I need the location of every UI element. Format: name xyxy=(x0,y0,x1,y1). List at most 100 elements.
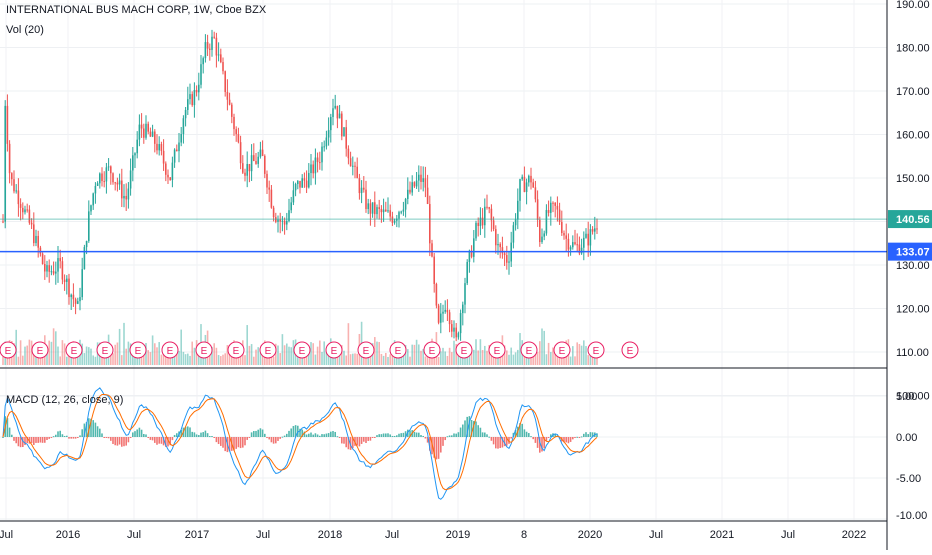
earnings-marker-label: E xyxy=(135,346,142,357)
earnings-marker-label: E xyxy=(299,346,306,357)
macd-histogram-bar xyxy=(572,437,574,440)
candle-body xyxy=(481,217,484,226)
candle-body xyxy=(576,244,578,246)
macd-histogram-bar xyxy=(545,437,548,441)
candle-body xyxy=(140,124,143,129)
earnings-marker-icon xyxy=(357,341,375,359)
macd-histogram-bar xyxy=(501,437,504,448)
volume-bar xyxy=(459,353,462,365)
candle-body xyxy=(558,209,561,223)
macd-histogram-bar xyxy=(277,437,279,441)
candle-body xyxy=(39,247,42,254)
volume-bar xyxy=(506,350,508,365)
candle-body xyxy=(154,131,156,144)
macd-histogram-bar xyxy=(149,437,152,440)
candle-body xyxy=(455,327,457,338)
candle-body xyxy=(270,189,273,208)
volume-bar xyxy=(475,339,477,365)
volume-bar xyxy=(578,343,581,365)
macd-histogram-bar xyxy=(446,436,449,438)
macd-histogram-bar xyxy=(523,429,526,437)
macd-histogram-bar xyxy=(121,437,123,447)
volume-bar xyxy=(486,350,488,365)
earnings-marker-label: E xyxy=(71,346,78,357)
volume-bar xyxy=(191,341,193,365)
time-tick-label: Jul xyxy=(256,529,270,541)
volume-bar xyxy=(123,322,125,365)
candle-body xyxy=(343,127,345,137)
candle-body xyxy=(492,220,495,230)
price-tick-label: 150.00 xyxy=(896,173,930,185)
macd-histogram-bar xyxy=(184,426,187,437)
candle-body xyxy=(415,180,418,187)
volume-bar xyxy=(451,352,453,365)
macd-histogram-bar xyxy=(15,437,17,444)
candle-body xyxy=(475,222,477,239)
macd-histogram-bar xyxy=(451,435,453,437)
volume-bar xyxy=(176,351,178,365)
candle-body xyxy=(68,278,70,298)
candle-body xyxy=(264,155,266,174)
volume-bar xyxy=(158,342,160,365)
volume-bar xyxy=(162,352,165,365)
macd-histogram-bar xyxy=(195,434,198,437)
candle-body xyxy=(332,108,334,118)
volume-bar xyxy=(134,352,136,365)
time-tick-label: 2019 xyxy=(446,529,470,541)
volume-bar xyxy=(387,356,389,365)
macd-histogram-bar xyxy=(11,434,13,437)
volume-bar xyxy=(347,323,350,365)
macd-histogram-bar xyxy=(57,431,59,437)
volume-bar xyxy=(299,355,301,365)
macd-histogram-bar xyxy=(308,433,310,437)
candle-body xyxy=(28,209,31,223)
volume-bar xyxy=(349,354,352,365)
volume-bar xyxy=(415,339,418,365)
macd-histogram-bar xyxy=(140,429,143,437)
volume-bar xyxy=(312,343,314,365)
volume-bar xyxy=(121,355,123,365)
volume-bar xyxy=(19,340,22,365)
price-tick-label: 110.00 xyxy=(896,347,929,359)
candle-body xyxy=(396,218,398,221)
macd-histogram-bar xyxy=(46,437,48,441)
candle-body xyxy=(338,113,341,119)
volume-bar xyxy=(404,344,407,365)
macd-histogram-bar xyxy=(187,426,189,437)
earnings-marker-icon xyxy=(31,341,49,359)
volume-bar xyxy=(378,341,380,365)
macd-histogram-bar xyxy=(24,437,26,446)
macd-histogram-bar xyxy=(246,437,248,440)
macd-histogram-bar xyxy=(96,426,99,437)
earnings-marker-icon xyxy=(325,341,343,359)
macd-histogram-bar xyxy=(470,420,473,437)
macd-histogram-bar xyxy=(418,432,420,437)
volume-bar xyxy=(173,353,176,365)
time-tick-label: Jul xyxy=(649,529,663,541)
volume-bar xyxy=(127,341,130,365)
candle-body xyxy=(81,269,83,298)
macd-histogram-bar xyxy=(376,435,378,437)
volume-bar xyxy=(569,356,572,365)
candle-body xyxy=(466,261,468,284)
candle-body xyxy=(156,143,158,151)
macd-histogram-bar xyxy=(327,433,330,437)
candle-body xyxy=(224,71,226,92)
macd-histogram-bar xyxy=(468,416,471,437)
volume-bar xyxy=(90,348,92,365)
candle-body xyxy=(48,265,50,272)
earnings-marker-label: E xyxy=(363,346,370,357)
candle-body xyxy=(433,256,435,284)
macd-histogram-bar xyxy=(283,435,286,437)
candle-body xyxy=(261,149,264,156)
macd-histogram-bar xyxy=(68,437,70,439)
candle-body xyxy=(435,283,438,306)
volume-bar xyxy=(59,356,61,365)
candle-body xyxy=(125,195,127,200)
volume-bar xyxy=(138,352,141,365)
candle-body xyxy=(217,54,220,56)
macd-histogram-bar xyxy=(402,432,405,437)
candle-body xyxy=(517,200,519,220)
